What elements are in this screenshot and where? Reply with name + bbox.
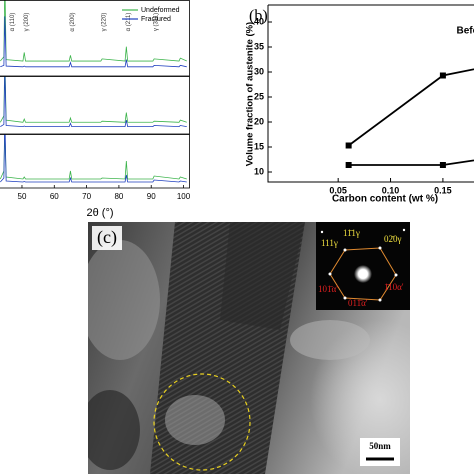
series-line	[0, 76, 187, 123]
saed-spots	[320, 228, 406, 302]
peak-label: γ (220)	[102, 13, 108, 32]
scale-bar-box	[360, 438, 400, 466]
legend-label: Fractured	[141, 16, 171, 23]
y-tick-label: 20	[254, 116, 264, 126]
x-tick-label: 80	[114, 192, 123, 201]
series-line	[348, 159, 474, 166]
x-tick-label: 100	[177, 192, 191, 201]
y-tick-label: 30	[254, 66, 264, 76]
point-marker	[439, 162, 446, 168]
saed-label: 111γ	[321, 238, 338, 248]
y-tick-label: 15	[254, 141, 264, 151]
saed-center	[354, 265, 372, 283]
saed-label: 011̄α'	[348, 298, 368, 308]
x-axis-label: 2θ (°)	[86, 207, 113, 219]
scale-bar-label: 50nm	[369, 441, 391, 451]
series-line	[348, 68, 474, 147]
legend-label: Undeformed	[141, 7, 180, 14]
y-axis-label: Volume fraction of austenite (%)	[245, 22, 256, 166]
saed-label: 11̄1γ	[343, 228, 360, 238]
panel-label: (c)	[97, 227, 117, 248]
panel-frame	[0, 0, 190, 77]
point-marker	[345, 162, 352, 168]
panel-label-box	[92, 226, 122, 250]
x-tick-label: 0.10	[382, 185, 400, 195]
xrd-panel	[0, 0, 187, 68]
x-axis-label: Carbon content (wt %)	[332, 194, 438, 205]
saed-label: 02̄0γ	[384, 234, 402, 244]
panel-frame	[0, 76, 190, 135]
series-line	[0, 134, 187, 180]
peak-label: α (200)	[70, 12, 76, 31]
x-tick-label: 50	[18, 192, 27, 201]
point-marker	[439, 72, 446, 79]
x-tick-label: 0.15	[434, 185, 452, 195]
x-tick-label: 0.05	[329, 185, 347, 195]
x-tick-label: 70	[82, 192, 91, 201]
x-tick-label: 60	[50, 192, 59, 201]
peak-label: α (110)	[10, 13, 16, 32]
xrd-panel	[0, 134, 187, 183]
series-line	[0, 76, 187, 128]
series-line	[0, 134, 187, 183]
series-line	[0, 0, 187, 62]
peak-label: α (211)	[126, 13, 132, 32]
highlight-circle	[153, 373, 251, 471]
axis-frame	[267, 4, 474, 183]
y-tick-label: 25	[254, 91, 264, 101]
annotation: Before Tensile	[457, 26, 474, 37]
series-line	[0, 16, 187, 68]
peak-label: γ (200)	[24, 13, 30, 32]
y-tick-label: 10	[254, 166, 264, 176]
panel-frame	[0, 134, 190, 189]
y-tick-label: 40	[254, 16, 264, 26]
peak-label: γ (311)	[154, 13, 160, 31]
saed-label: 101̄α'	[318, 284, 338, 294]
x-tick-label: 90	[147, 192, 156, 201]
saed-label: 1̄10α'	[384, 282, 404, 292]
y-tick-label: 35	[254, 41, 264, 51]
xrd-panel	[0, 76, 187, 128]
point-marker	[345, 142, 352, 149]
panel-label: (b)	[249, 8, 268, 25]
